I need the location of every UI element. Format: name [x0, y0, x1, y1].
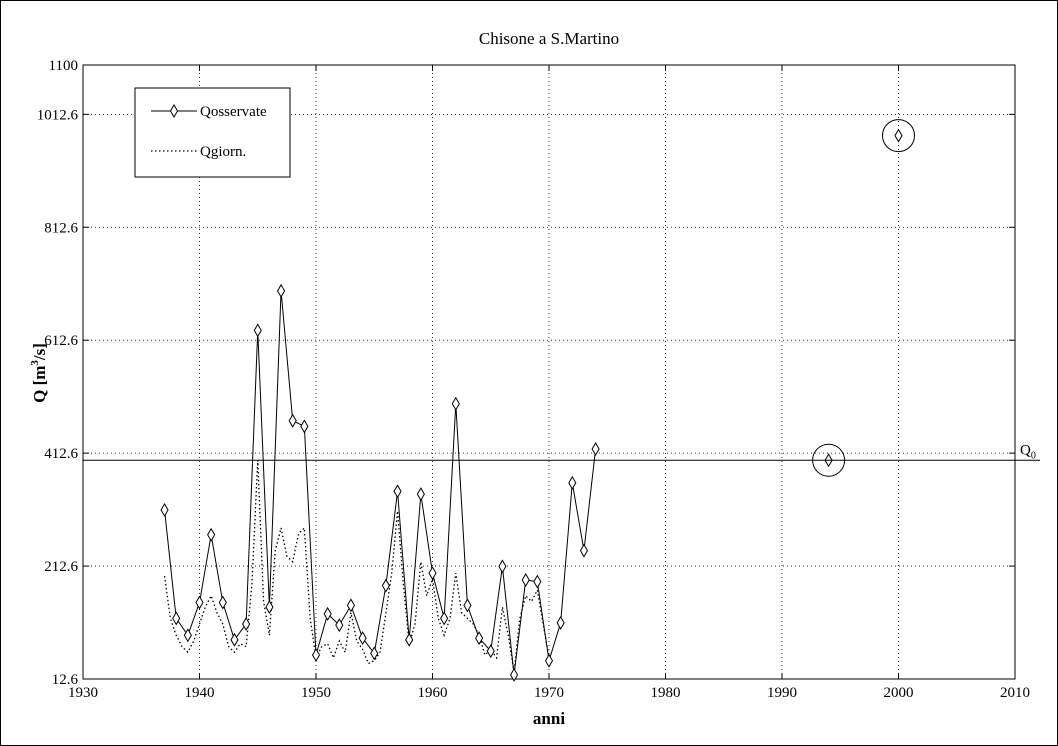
- circled-data-point: [894, 128, 903, 143]
- data-point-qosservate: [556, 615, 565, 630]
- data-point-qosservate: [230, 632, 239, 647]
- legend-box: [134, 87, 291, 178]
- y-tick-label: 612.6: [44, 333, 78, 349]
- data-point-qosservate: [579, 543, 589, 558]
- data-point-qosservate: [498, 559, 507, 574]
- x-tick-label: 1940: [185, 685, 215, 701]
- y-tick-label: 12.6: [52, 672, 79, 688]
- data-point-qosservate: [288, 413, 297, 428]
- legend: Qosservate Qgiorn.: [134, 87, 291, 178]
- series-line-qgiorn: [163, 460, 550, 673]
- data-point-qosservate: [207, 527, 216, 542]
- x-tick-label: 1960: [418, 685, 448, 701]
- y-tick-label: 412.6: [44, 446, 78, 462]
- data-point-qosservate: [323, 606, 332, 621]
- x-tick-label: 2010: [1000, 685, 1030, 701]
- series-layer: [160, 128, 903, 682]
- data-point-qosservate: [405, 632, 414, 647]
- highlight-circle: [882, 119, 915, 153]
- data-point-qosservate: [475, 631, 484, 646]
- data-point-qosservate: [591, 441, 600, 456]
- annotation-layer: Q0: [83, 119, 1040, 477]
- data-point-qosservate: [218, 595, 227, 610]
- data-point-qosservate: [521, 572, 530, 587]
- series-line-qosservate: [164, 290, 597, 675]
- data-point-qosservate: [265, 600, 274, 615]
- legend-marker-qosservate: [169, 104, 179, 118]
- y-axis-label: Q [m3/s]: [29, 343, 49, 403]
- data-point-qosservate: [253, 323, 262, 338]
- data-point-qosservate: [311, 648, 321, 663]
- data-point-qosservate: [428, 566, 437, 581]
- data-point-qosservate: [509, 667, 519, 682]
- y-tick-label: 812.6: [44, 220, 78, 236]
- chart-title: Chisone a S.Martino: [479, 29, 619, 48]
- data-point-qosservate: [195, 595, 204, 610]
- data-point-qosservate: [370, 646, 379, 661]
- legend-label-qgiorn: Qgiorn.: [200, 144, 246, 160]
- y-tick-label: 1100: [49, 58, 78, 74]
- y-tick-label: 1012.6: [37, 107, 79, 123]
- data-point-qosservate: [183, 628, 192, 643]
- legend-label-qosservate: Qosservate: [200, 104, 267, 120]
- x-tick-label: 1990: [767, 685, 797, 701]
- x-tick-label: 1930: [68, 685, 98, 701]
- y-tick-label: 212.6: [44, 559, 78, 575]
- data-point-qosservate: [568, 475, 577, 490]
- highlight-circle: [812, 443, 846, 477]
- x-tick-label: 2000: [884, 685, 914, 701]
- data-point-qosservate: [451, 396, 460, 411]
- data-point-qosservate: [172, 611, 181, 626]
- axis-layer: 1930 1940 1950 1960 1970 1980 1990 2000 2010 12.6…: [37, 58, 1030, 701]
- q0-label: Q0: [1020, 442, 1036, 461]
- x-axis-label: anni: [533, 709, 565, 728]
- data-point-qosservate: [393, 484, 402, 499]
- x-tick-label: 1970: [534, 685, 564, 701]
- data-point-qosservate: [335, 618, 344, 633]
- data-point-qosservate: [276, 283, 286, 298]
- data-point-qosservate: [381, 578, 390, 593]
- data-point-qosservate: [242, 617, 251, 631]
- data-point-qosservate: [346, 598, 356, 613]
- data-point-qosservate: [544, 653, 554, 668]
- data-point-qosservate: [300, 419, 309, 434]
- data-point-qosservate: [358, 631, 367, 646]
- data-point-qosservate: [440, 611, 449, 626]
- x-tick-label: 1980: [651, 685, 681, 701]
- data-point-qosservate: [160, 502, 169, 517]
- data-point-qosservate: [486, 644, 495, 659]
- grid-layer: [83, 65, 1015, 679]
- x-tick-label: 1950: [301, 685, 331, 701]
- data-point-qosservate: [416, 487, 425, 502]
- data-point-qosservate: [463, 598, 472, 613]
- data-point-qosservate: [533, 574, 542, 589]
